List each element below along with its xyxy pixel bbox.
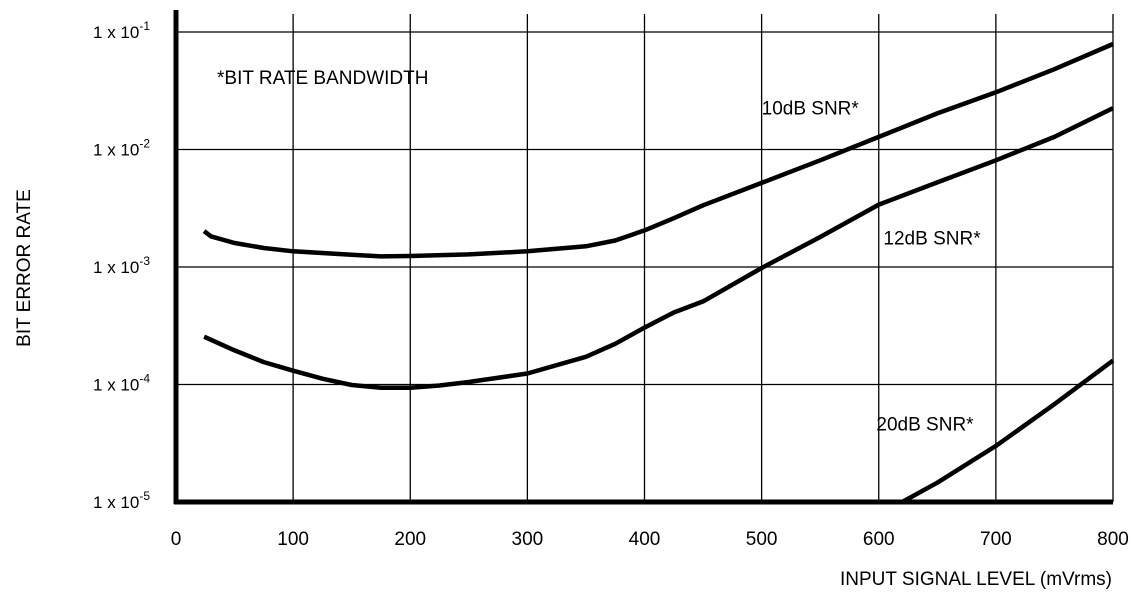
y-axis-label: BIT ERROR RATE [14,189,35,347]
series-label-2: 12dB SNR* [883,228,981,249]
series-line-1 [202,41,1114,259]
tick-labels: 0 100 200 300 400 500 600 700 800 1 x 10-5 1 x 10-… [93,19,1129,550]
x-tick-label: 500 [746,529,778,550]
x-axis-label: INPUT SIGNAL LEVEL (mVrms) [840,569,1112,590]
y-tick-label: 1 x 10-3 [93,254,150,277]
series-group: 10dB SNR* 12dB SNR* 20dB SNR* [202,41,1115,504]
x-tick-label: 100 [277,529,309,550]
x-tick-label: 600 [863,529,895,550]
annotations: *BIT RATE BANDWIDTH INPUT SIGNAL LEVEL (… [14,68,1112,590]
x-tick-label: 300 [512,529,544,550]
series-line-3 [901,358,1115,504]
series-label-3: 20dB SNR* [876,414,974,435]
x-tick-label: 0 [171,529,182,550]
series-line-2 [203,106,1114,390]
y-tick-label: 1 x 10-5 [93,489,150,512]
series-label-1: 10dB SNR* [762,99,860,120]
axes [173,10,1113,505]
chart-note: *BIT RATE BANDWIDTH [217,68,428,89]
y-tick-label: 1 x 10-4 [93,372,150,395]
y-tick-label: 1 x 10-2 [93,137,150,160]
x-tick-label: 400 [629,529,661,550]
x-tick-label: 200 [394,529,426,550]
x-tick-label: 800 [1097,529,1129,550]
grid [176,14,1114,502]
y-tick-label: 1 x 10-1 [93,19,150,42]
x-tick-label: 700 [980,529,1012,550]
